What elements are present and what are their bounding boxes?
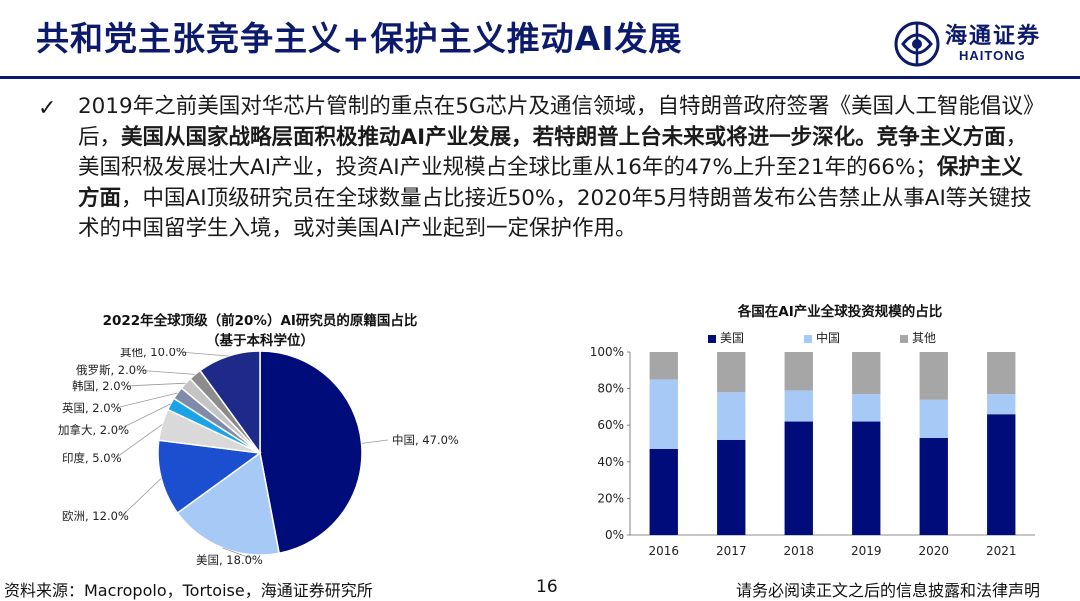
pie-leader-line: [121, 478, 162, 517]
paragraph-segment-bold: 美国从国家战略层面积极推动AI产业发展，若特朗普上台未来或将进一步深化。竞争主义…: [121, 124, 1006, 150]
bar-segment: [649, 448, 678, 535]
x-tick-label: 2020: [918, 544, 949, 558]
pie-slice-label: 韩国, 2.0%: [72, 379, 132, 393]
pie-slice-label: 俄罗斯, 2.0%: [76, 363, 147, 377]
pie-chart-title: 2022年全球顶级（前20%）AI研究员的原籍国占比: [102, 313, 418, 329]
haitong-logo: 海通证券 HAITONG: [893, 18, 1063, 70]
paragraph-segment: ，美国积极发展壮大AI产业，投资AI产业规模占全球比重从16年的47%上升至21…: [78, 124, 1028, 181]
pie-leader-line: [115, 424, 163, 459]
source-note: 资料来源：Macropolo，Tortoise，海通证券研究所: [4, 581, 373, 600]
y-tick-label: 60%: [597, 418, 624, 432]
bar-segment: [649, 379, 678, 449]
x-tick-label: 2017: [716, 544, 747, 558]
y-tick-label: 100%: [590, 345, 624, 359]
haitong-logo-icon: [894, 21, 940, 67]
paragraph-segment: 2019年之前美国对华芯片管制的重点在5G芯片及通信领域，自特朗普政府签署《美国…: [78, 94, 1034, 150]
x-tick-label: 2019: [851, 544, 882, 558]
pie-slice-label: 中国, 47.0%: [392, 433, 459, 447]
stacked-bar-chart: 0% 20% 40% 60% 80% 100% 2016 2017 2018 2019 2020 20…: [590, 345, 1035, 558]
y-tick-label: 80%: [597, 382, 624, 396]
bar-segment: [717, 352, 746, 393]
bar-segment: [987, 352, 1016, 395]
bar-segment: [784, 421, 813, 535]
bar-segment: [919, 438, 948, 535]
bar-segment: [987, 394, 1016, 415]
y-tick-label: 40%: [597, 455, 624, 469]
pie-slice: [259, 350, 363, 555]
pie-leader-line: [179, 351, 229, 357]
pie-leader-line: [222, 547, 256, 561]
pie-leader-line: [115, 392, 178, 409]
legend-swatch: [708, 334, 716, 343]
legend-swatch: [804, 334, 812, 343]
legend-label: 美国: [720, 331, 745, 345]
pie-leader-line: [117, 403, 171, 431]
bar-segment: [987, 414, 1016, 535]
page-title: 共和党主张竞争主义+保护主义推动AI发展: [36, 19, 683, 58]
legend-label: 其他: [912, 331, 937, 345]
x-tick-label: 2018: [783, 544, 814, 558]
pie-leader-line: [361, 439, 389, 444]
legend-item: 其他: [900, 329, 936, 346]
pie-slice: [176, 451, 280, 556]
bar-segment: [649, 352, 678, 380]
legend-label: 中国: [816, 331, 841, 345]
bar-segment: [919, 399, 948, 439]
paragraph-segment: ，中国AI顶级研究员在全球数量占比接近50%，2020年5月特朗普发布公告禁止从…: [78, 185, 1032, 242]
bar-segment: [784, 390, 813, 422]
bar-chart-title: 各国在AI产业全球投资规模的占比: [737, 304, 943, 320]
disclaimer: 请务必阅读正文之后的信息披露和法律声明: [736, 581, 1041, 600]
pie-chart-subtitle: （基于本科学位）: [206, 333, 314, 349]
bar-segment: [717, 439, 746, 535]
pie-slice-label: 其他, 10.0%: [120, 348, 187, 359]
pie-slice-label: 加拿大, 2.0%: [58, 423, 129, 437]
bar-segment: [784, 352, 813, 391]
paragraph-segment-bold: 保护主义方面: [78, 155, 1023, 211]
bar-segment: [852, 421, 881, 535]
title-underline: [0, 76, 1080, 79]
logo-chinese-text: 海通证券: [945, 23, 1042, 49]
checkmark-icon: ✓: [38, 96, 57, 121]
bar-segment: [717, 392, 746, 440]
pie-slice-label: 英国, 2.0%: [62, 401, 122, 415]
pie-leader-line: [135, 369, 196, 375]
x-tick-label: 2021: [986, 544, 1017, 558]
page-number: 16: [536, 577, 558, 597]
pie-chart: 中国, 47.0% 美国, 18.0% 欧洲, 12.0% 印度, 5.0% 加拿大, …: [58, 348, 459, 567]
legend-item: 美国: [708, 329, 744, 346]
bar-segment: [852, 394, 881, 422]
pie-leader-line: [125, 382, 186, 387]
x-tick-label: 2016: [648, 544, 679, 558]
y-tick-label: 0%: [605, 528, 624, 542]
bar-segment: [852, 352, 881, 395]
legend-item: 中国: [804, 329, 840, 346]
logo-english-text: HAITONG: [959, 48, 1026, 63]
pie-slice: [198, 350, 261, 456]
legend-swatch: [900, 334, 908, 343]
y-tick-label: 20%: [597, 491, 624, 505]
pie-slice-label: 欧洲, 12.0%: [62, 509, 129, 523]
pie-slice-label: 美国, 18.0%: [196, 553, 263, 567]
bullet-paragraph: 2019年之前美国对华芯片管制的重点在5G芯片及通信领域，自特朗普政府签署《美国…: [78, 92, 1038, 245]
bar-segment: [919, 352, 948, 400]
pie-slice-label: 印度, 5.0%: [62, 451, 122, 465]
